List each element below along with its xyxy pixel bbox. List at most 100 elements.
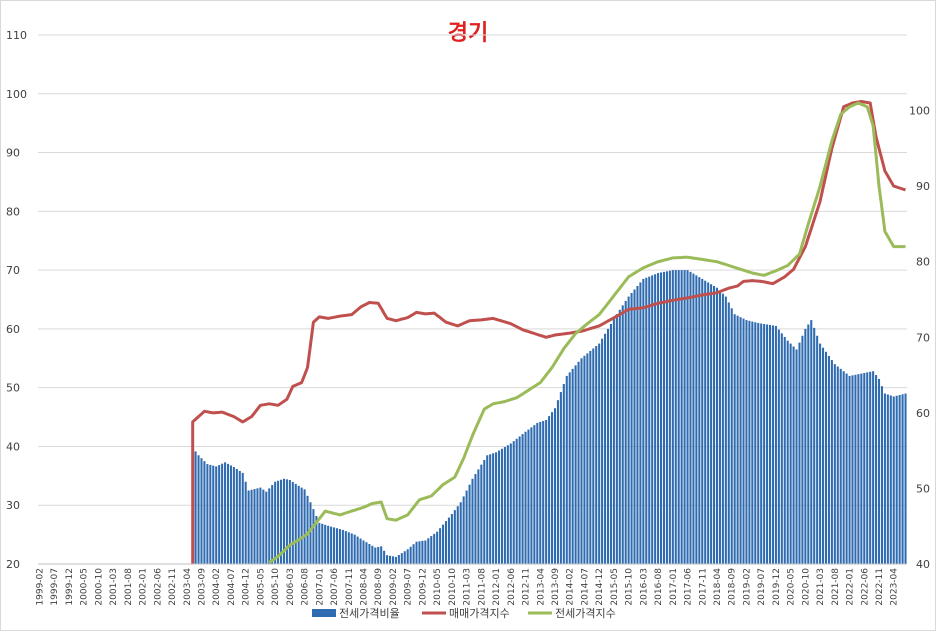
bar bbox=[297, 485, 300, 564]
series-line bbox=[191, 100, 906, 564]
bar bbox=[512, 441, 515, 564]
bar bbox=[857, 374, 860, 564]
bar bbox=[330, 526, 333, 564]
bar bbox=[377, 546, 380, 564]
bar bbox=[786, 340, 789, 564]
bar bbox=[730, 308, 733, 564]
bar bbox=[271, 485, 274, 564]
x-tick-label: 2009-12 bbox=[418, 568, 428, 606]
x-tick-label: 2001-03 bbox=[109, 568, 119, 606]
bar bbox=[197, 455, 200, 564]
bar bbox=[397, 555, 400, 564]
x-tick-label: 2012-06 bbox=[507, 568, 517, 606]
bar bbox=[654, 274, 657, 564]
bar bbox=[875, 375, 878, 564]
bar bbox=[241, 472, 244, 564]
x-tick-label: 2018-09 bbox=[728, 568, 738, 606]
x-tick-label: 2007-01 bbox=[315, 568, 325, 606]
x-tick-label: 2022-06 bbox=[860, 568, 870, 606]
bar bbox=[221, 463, 224, 564]
x-tick-label: 2015-05 bbox=[610, 568, 620, 606]
bar bbox=[403, 551, 406, 564]
bar bbox=[471, 478, 474, 564]
x-tick-label: 2011-08 bbox=[477, 568, 487, 606]
bar bbox=[497, 450, 501, 564]
bar bbox=[760, 323, 763, 564]
bar bbox=[509, 443, 512, 564]
bar bbox=[439, 528, 442, 564]
x-tick-label: 2022-01 bbox=[846, 568, 856, 606]
x-tick-label: 2006-08 bbox=[301, 568, 311, 606]
x-tick-label: 2019-07 bbox=[757, 568, 767, 606]
x-tick-label: 2021-08 bbox=[831, 568, 841, 606]
bar bbox=[374, 547, 377, 564]
bar bbox=[442, 524, 445, 564]
bar bbox=[592, 348, 595, 564]
bar bbox=[200, 458, 203, 564]
bar bbox=[268, 488, 271, 564]
bar bbox=[450, 514, 453, 564]
bar bbox=[489, 454, 492, 564]
axis-layer: 20 30 40 50 60 70 80 90 100 110 40 50 60 70 80 90 100 199… bbox=[6, 29, 930, 606]
bar bbox=[724, 296, 727, 564]
bar bbox=[386, 555, 389, 564]
bar bbox=[595, 346, 598, 564]
x-tick-label: 2016-03 bbox=[639, 568, 649, 606]
x-tick-label: 2007-06 bbox=[330, 568, 340, 606]
x-tick-label: 2020-10 bbox=[801, 568, 811, 606]
bar bbox=[727, 302, 730, 564]
bar bbox=[486, 455, 489, 564]
bar bbox=[715, 287, 719, 564]
bar bbox=[754, 322, 757, 564]
bar bbox=[571, 368, 574, 564]
bar bbox=[495, 452, 498, 564]
bar bbox=[551, 412, 554, 564]
left-tick-label: 40 bbox=[6, 440, 20, 453]
x-tick-label: 2008-04 bbox=[360, 568, 370, 606]
bar bbox=[689, 271, 692, 564]
bar bbox=[412, 544, 415, 564]
bar bbox=[500, 448, 503, 564]
bar bbox=[391, 556, 394, 564]
bar bbox=[545, 419, 548, 564]
bar bbox=[895, 395, 898, 564]
x-tick-label: 2010-10 bbox=[448, 568, 458, 606]
bar bbox=[774, 325, 777, 564]
legend-swatch-bar bbox=[312, 609, 336, 617]
bar bbox=[751, 321, 754, 564]
bar bbox=[833, 364, 836, 564]
bar bbox=[341, 529, 344, 564]
bar bbox=[353, 534, 356, 564]
bar bbox=[801, 335, 804, 564]
bar bbox=[226, 463, 230, 564]
bar bbox=[303, 489, 306, 564]
bar bbox=[229, 465, 232, 564]
bar bbox=[869, 371, 872, 564]
bar bbox=[530, 427, 533, 564]
bar bbox=[256, 488, 259, 564]
legend-label: 전세가격비율 bbox=[339, 607, 400, 620]
x-tick-label: 2017-01 bbox=[669, 568, 679, 606]
x-tick-label: 2005-05 bbox=[256, 568, 266, 606]
bar bbox=[427, 538, 430, 564]
right-tick-label: 90 bbox=[916, 180, 930, 193]
bar bbox=[695, 275, 698, 564]
bar bbox=[344, 531, 347, 564]
x-tick-label: 2011-03 bbox=[463, 568, 473, 606]
bar bbox=[674, 270, 677, 564]
bar bbox=[215, 466, 218, 564]
bar bbox=[615, 314, 618, 564]
bar bbox=[822, 347, 825, 564]
bar bbox=[851, 375, 854, 564]
bar bbox=[886, 394, 889, 564]
bar bbox=[262, 489, 265, 564]
bar bbox=[665, 271, 668, 564]
bar bbox=[768, 324, 772, 564]
bar bbox=[459, 502, 462, 564]
bar bbox=[860, 373, 863, 564]
x-tick-label: 2014-07 bbox=[580, 568, 590, 606]
bar bbox=[889, 395, 892, 564]
bar bbox=[380, 546, 383, 564]
left-tick-label: 90 bbox=[6, 147, 20, 160]
bar bbox=[291, 481, 294, 564]
